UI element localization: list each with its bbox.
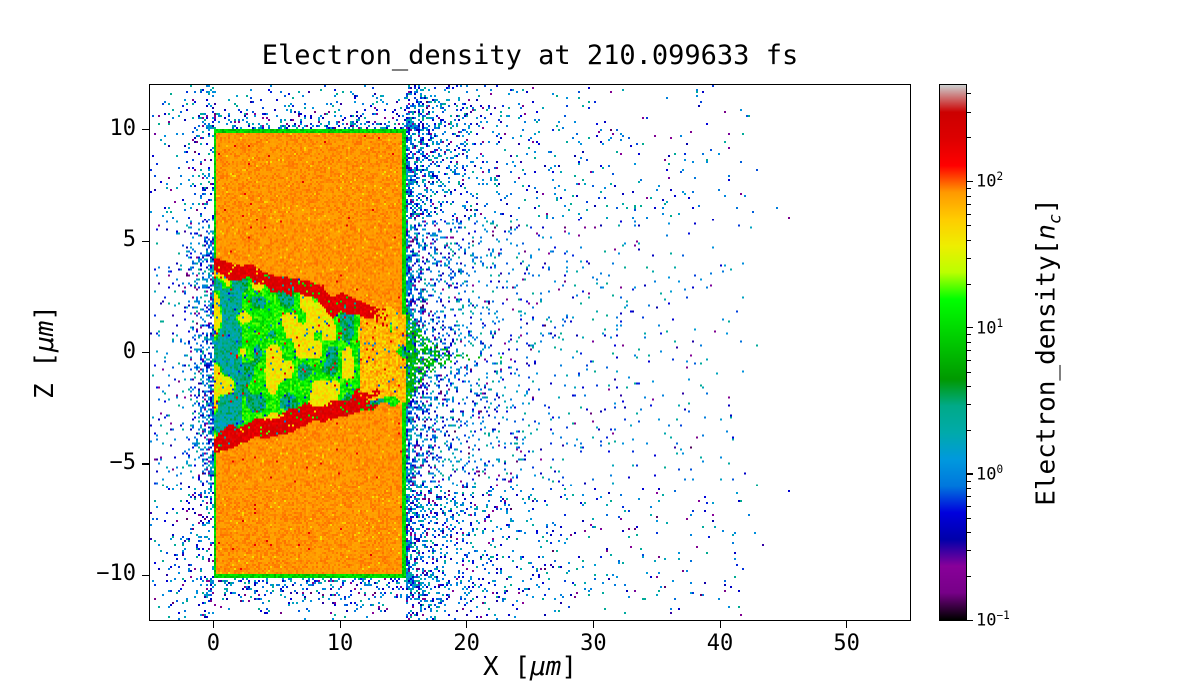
x-tick-mark — [719, 621, 721, 628]
plot-title: Electron_density at 210.099633 fs — [261, 40, 799, 71]
plot-area — [149, 84, 911, 621]
colorbar-minor-tick-mark — [967, 487, 971, 489]
heatmap-canvas — [150, 85, 910, 620]
y-tick-mark — [142, 463, 149, 465]
x-axis-label: X [μm] — [150, 652, 910, 682]
x-tick-mark — [339, 621, 341, 628]
y-tick-label: 10 — [109, 115, 137, 141]
colorbar-minor-tick-mark — [967, 239, 971, 241]
colorbar-minor-tick-mark — [967, 195, 971, 197]
colorbar-tick-mark — [967, 619, 973, 621]
colorbar-minor-tick-mark — [967, 531, 971, 533]
colorbar-tick-mark — [967, 327, 973, 329]
colorbar-minor-tick-mark — [967, 429, 971, 431]
colorbar-minor-tick-mark — [967, 137, 971, 139]
colorbar-minor-tick-mark — [967, 93, 971, 95]
colorbar-tick-mark — [967, 473, 973, 475]
colorbar — [939, 84, 967, 621]
y-tick-mark — [142, 129, 149, 131]
colorbar-minor-tick-mark — [967, 385, 971, 387]
y-axis-label-close: ] — [30, 305, 60, 321]
x-tick-label: 30 — [580, 631, 607, 656]
colorbar-minor-tick-mark — [967, 350, 971, 352]
x-tick-mark — [846, 621, 848, 628]
x-tick-label: 10 — [326, 631, 354, 656]
colorbar-label-subscript: c — [1044, 213, 1065, 225]
colorbar-label-close: ] — [1031, 198, 1062, 214]
x-tick-mark — [592, 621, 595, 628]
colorbar-minor-tick-mark — [967, 575, 971, 577]
colorbar-minor-tick-mark — [967, 283, 971, 285]
x-tick-mark — [466, 621, 468, 628]
colorbar-minor-tick-mark — [967, 506, 971, 508]
colorbar-minor-tick-mark — [967, 334, 971, 336]
y-tick-mark — [142, 574, 149, 577]
y-tick-label: −5 — [109, 449, 137, 475]
colorbar-minor-tick-mark — [967, 341, 971, 343]
y-tick-label: 0 — [122, 338, 136, 364]
colorbar-minor-tick-mark — [967, 257, 971, 259]
x-axis-label-close: ] — [561, 652, 577, 682]
colorbar-minor-tick-mark — [967, 517, 971, 519]
y-tick-label: 5 — [122, 227, 136, 253]
colorbar-minor-tick-mark — [967, 360, 971, 362]
colorbar-tick-mark — [967, 180, 973, 183]
colorbar-minor-tick-mark — [967, 496, 971, 498]
x-axis-label-unit: μm — [530, 652, 562, 682]
x-tick-label: 50 — [833, 631, 860, 656]
colorbar-minor-tick-mark — [967, 204, 971, 206]
colorbar-tick-label: 102 — [976, 170, 1004, 193]
colorbar-gradient-canvas — [940, 85, 966, 620]
y-tick-mark — [142, 352, 149, 354]
colorbar-minor-tick-mark — [967, 550, 971, 552]
x-tick-label: 40 — [706, 631, 734, 656]
colorbar-minor-tick-mark — [967, 225, 971, 227]
colorbar-minor-tick-mark — [967, 111, 971, 113]
x-tick-mark — [212, 621, 215, 628]
colorbar-minor-tick-mark — [967, 404, 971, 406]
x-axis-label-text: X [ — [483, 652, 530, 682]
colorbar-minor-tick-mark — [967, 480, 971, 482]
colorbar-label-text: Electron_density[ — [1031, 239, 1062, 506]
colorbar-tick-label: 101 — [976, 316, 1004, 339]
x-tick-label: 0 — [206, 631, 220, 656]
colorbar-label: Electron_density[nc] — [1031, 198, 1064, 506]
colorbar-tick-label: 10−1 — [976, 609, 1010, 631]
x-tick-label: 20 — [453, 631, 480, 656]
colorbar-label-symbol: n — [1031, 224, 1062, 240]
colorbar-minor-tick-mark — [967, 371, 971, 373]
y-tick-mark — [142, 240, 149, 242]
colorbar-minor-tick-mark — [967, 213, 971, 215]
y-tick-label: −10 — [96, 561, 136, 587]
colorbar-tick-label: 100 — [976, 462, 1004, 485]
colorbar-minor-tick-mark — [967, 188, 971, 190]
